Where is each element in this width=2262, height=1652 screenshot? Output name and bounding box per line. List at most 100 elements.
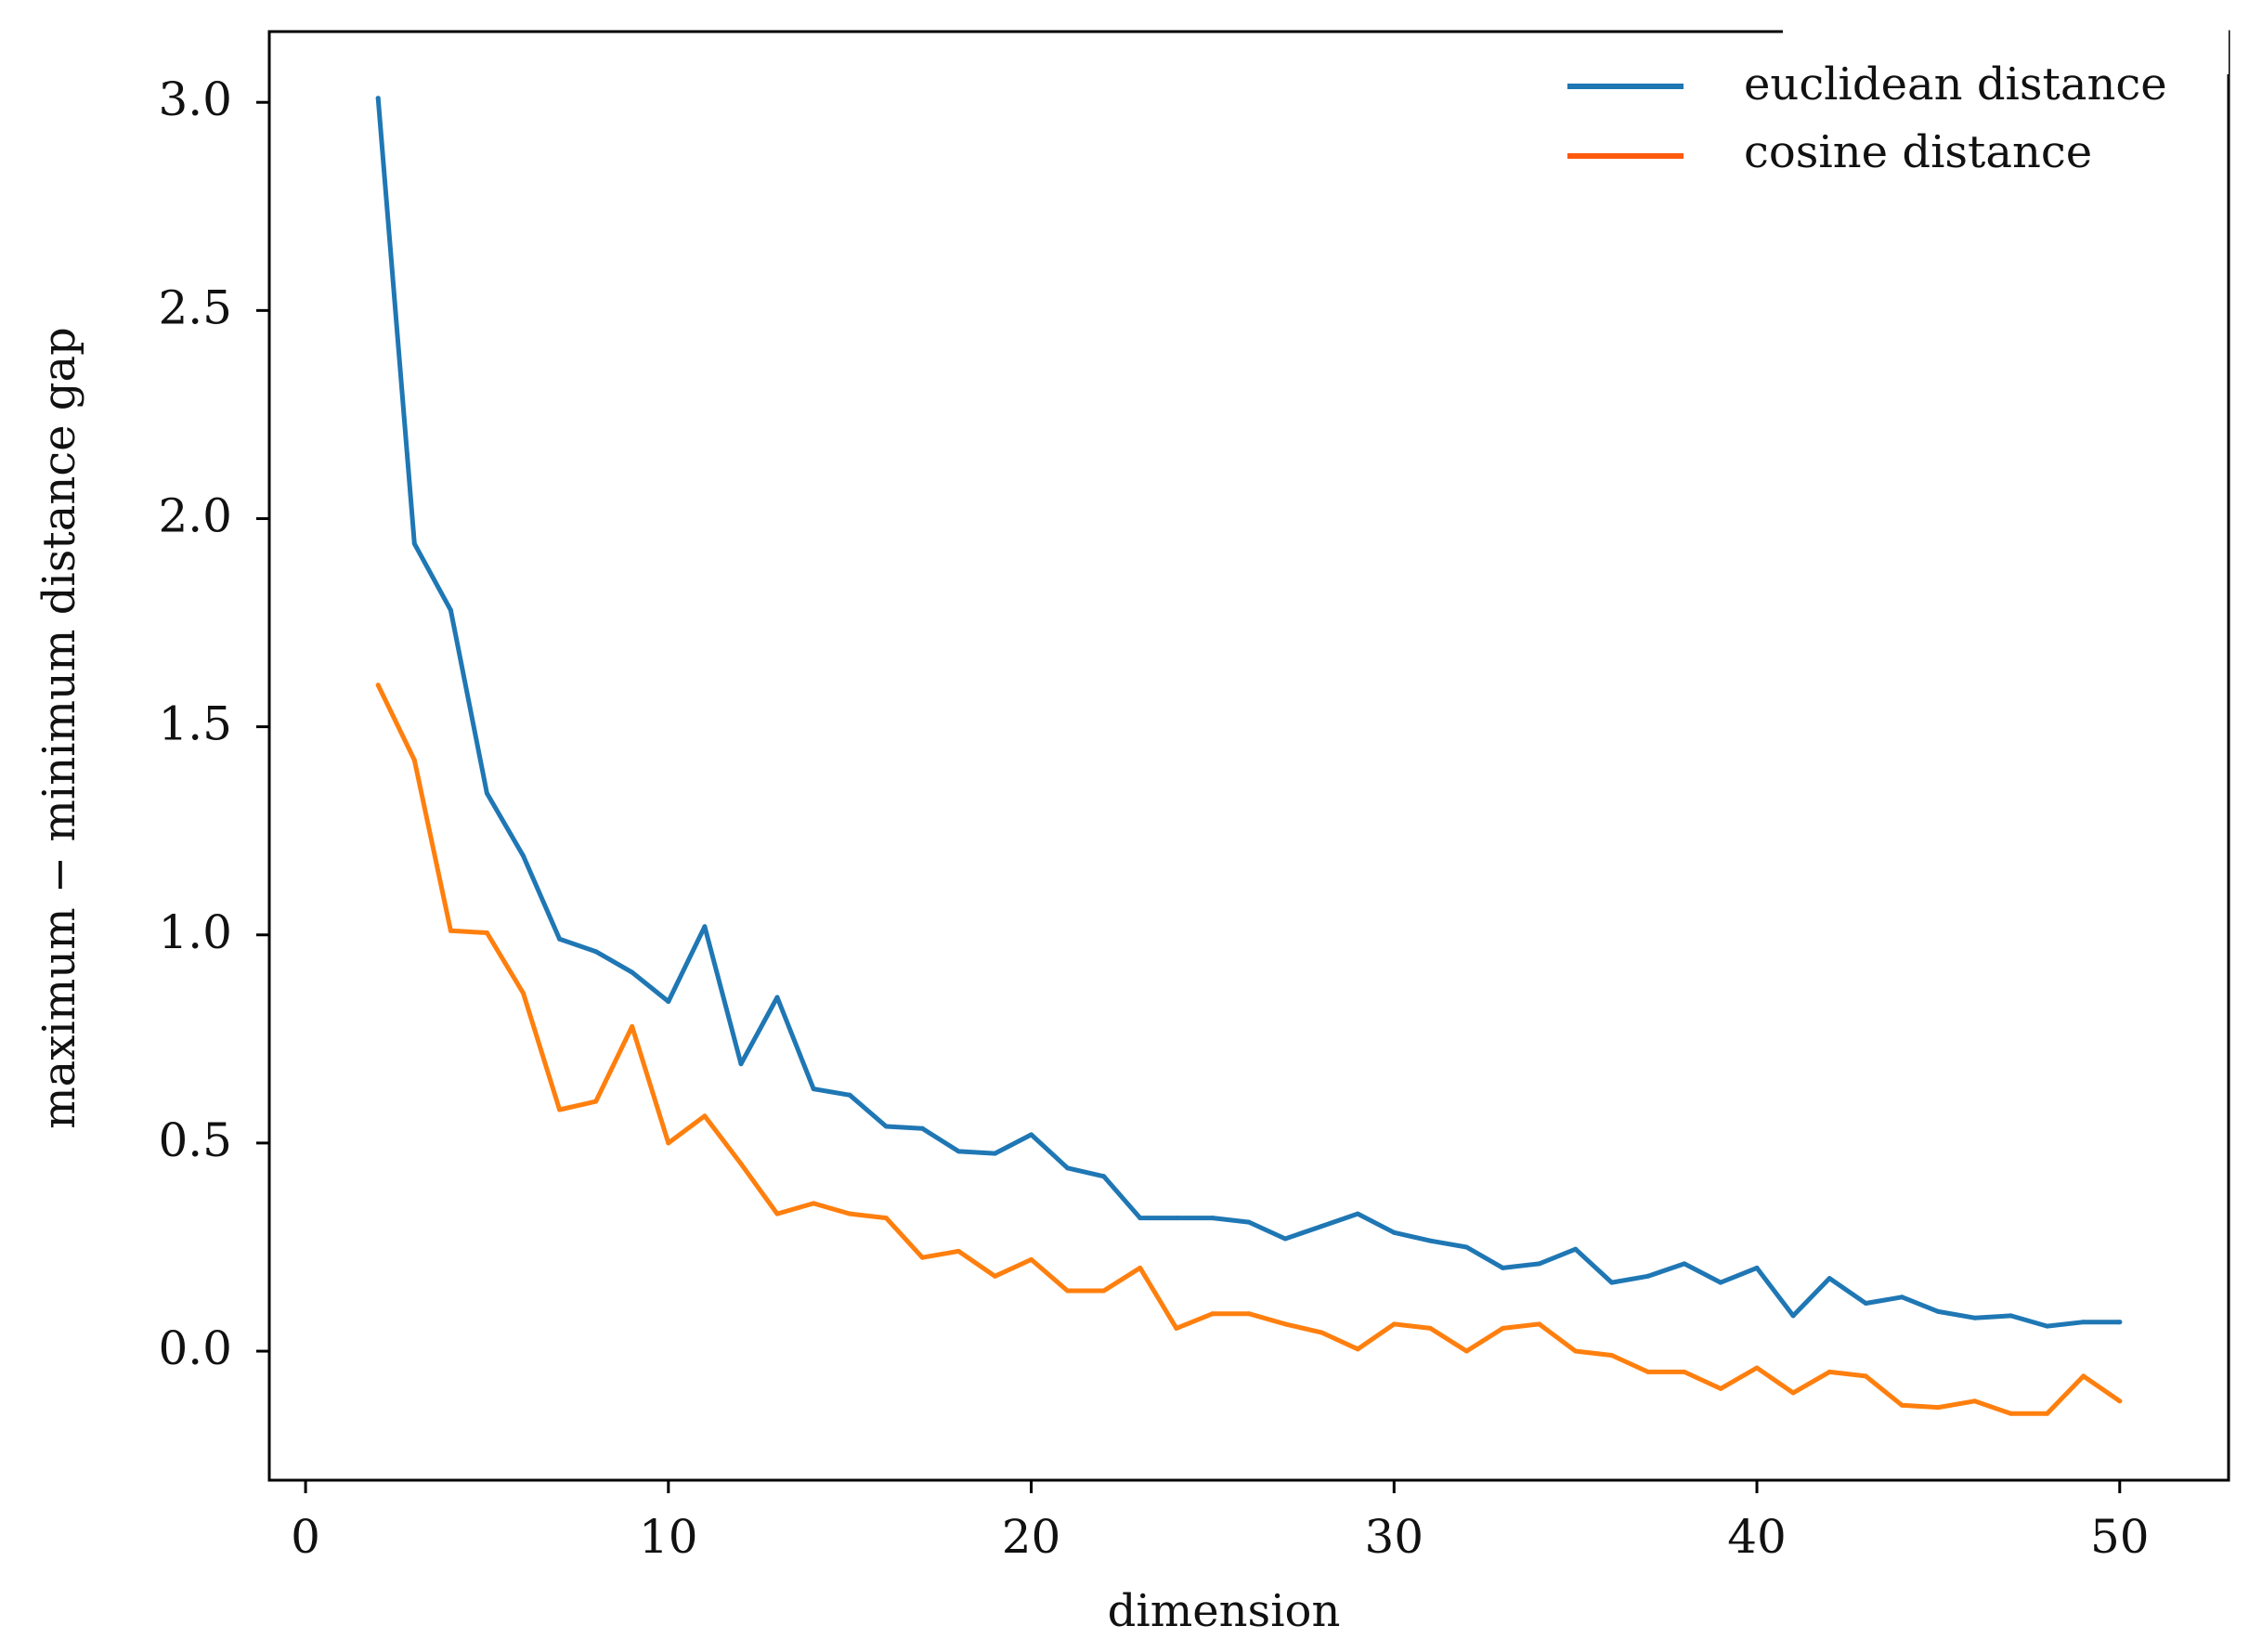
data-point-euclidean	[557, 936, 563, 942]
data-point-euclidean	[738, 1061, 744, 1067]
data-point-cosine	[630, 1023, 635, 1029]
data-point-cosine	[1682, 1369, 1687, 1374]
data-point-cosine	[666, 1140, 671, 1146]
data-point-cosine	[1463, 1348, 1469, 1354]
data-point-euclidean	[919, 1125, 925, 1131]
data-point-cosine	[1501, 1325, 1505, 1331]
data-point-euclidean	[847, 1092, 852, 1098]
series-line-cosine	[375, 683, 2123, 1416]
data-point-euclidean	[2117, 1320, 2123, 1325]
data-point-cosine	[1573, 1348, 1579, 1354]
legend-label-euclidean: euclidean distance	[1744, 59, 2167, 111]
data-point-cosine	[1537, 1321, 1542, 1327]
data-point-euclidean	[1463, 1244, 1469, 1250]
data-point-euclidean	[1355, 1211, 1360, 1216]
data-point-euclidean	[1501, 1265, 1505, 1270]
x-axis-ticks: 0 10 20 30 40 50	[291, 1480, 2150, 1564]
data-point-euclidean	[993, 1151, 997, 1156]
data-point-cosine	[411, 758, 417, 762]
data-point-cosine	[847, 1211, 852, 1216]
data-point-euclidean	[1609, 1280, 1615, 1285]
data-point-euclidean	[521, 853, 526, 859]
data-point-euclidean	[1210, 1216, 1216, 1221]
data-point-cosine	[593, 1099, 599, 1104]
data-point-euclidean	[1899, 1294, 1904, 1300]
data-point-euclidean	[375, 96, 381, 101]
legend: euclidean distance cosine distance	[1567, 59, 2167, 178]
y-axis-ticks: 0.0 0.5 1.0 1.5 2.0 2.5 3.0	[158, 72, 269, 1375]
y-axis-label: maximum − minimum distance gap	[33, 327, 85, 1129]
data-point-cosine	[1029, 1256, 1034, 1262]
data-point-euclidean	[1790, 1313, 1796, 1319]
data-point-euclidean	[702, 924, 708, 930]
data-point-euclidean	[593, 949, 599, 955]
data-point-cosine	[2008, 1411, 2014, 1416]
data-point-cosine	[811, 1201, 816, 1206]
data-point-cosine	[1101, 1288, 1107, 1294]
data-point-cosine	[1899, 1402, 1904, 1408]
series-layer	[375, 96, 2123, 1416]
data-point-euclidean	[1246, 1219, 1252, 1225]
data-point-euclidean	[1029, 1132, 1034, 1138]
data-point-euclidean	[1682, 1261, 1687, 1267]
data-point-cosine	[738, 1161, 744, 1166]
data-point-cosine	[2117, 1398, 2123, 1404]
data-point-cosine	[2081, 1373, 2086, 1379]
data-point-euclidean	[1935, 1308, 1941, 1314]
data-point-cosine	[883, 1216, 889, 1221]
data-point-euclidean	[1138, 1216, 1143, 1221]
data-point-cosine	[1427, 1325, 1433, 1331]
x-tick-label: 40	[1727, 1510, 1787, 1564]
data-point-euclidean	[883, 1124, 889, 1129]
data-point-cosine	[1609, 1353, 1615, 1358]
data-point-cosine	[919, 1255, 925, 1260]
data-point-cosine	[2045, 1411, 2050, 1416]
data-point-cosine	[521, 991, 526, 995]
data-point-euclidean	[2045, 1323, 2050, 1329]
data-point-euclidean	[774, 995, 780, 1000]
data-point-cosine	[1065, 1288, 1071, 1294]
data-point-euclidean	[1427, 1238, 1433, 1243]
data-point-cosine	[1935, 1405, 1941, 1411]
data-point-euclidean	[1863, 1301, 1868, 1306]
series-line-euclidean	[375, 96, 2123, 1329]
data-point-cosine	[484, 930, 489, 935]
data-point-euclidean	[484, 790, 489, 796]
data-point-cosine	[1246, 1311, 1252, 1317]
data-point-euclidean	[1319, 1224, 1324, 1229]
data-point-euclidean	[411, 540, 417, 546]
data-point-euclidean	[1537, 1261, 1542, 1267]
data-point-euclidean	[1174, 1216, 1179, 1221]
data-point-euclidean	[956, 1149, 961, 1154]
data-point-euclidean	[1826, 1276, 1832, 1281]
y-tick-label: 1.0	[158, 905, 232, 959]
data-point-euclidean	[1573, 1246, 1579, 1252]
legend-box-background	[1783, 19, 2229, 74]
y-tick-label: 3.0	[158, 72, 232, 126]
data-point-cosine	[1972, 1398, 1977, 1404]
x-tick-label: 0	[291, 1510, 320, 1564]
data-point-euclidean	[448, 607, 453, 613]
data-point-euclidean	[1972, 1315, 1977, 1320]
data-point-euclidean	[1718, 1280, 1723, 1285]
y-tick-label: 1.5	[158, 697, 232, 751]
y-tick-label: 0.5	[158, 1113, 232, 1167]
data-point-cosine	[1282, 1321, 1288, 1327]
x-tick-label: 50	[2090, 1510, 2150, 1564]
data-point-euclidean	[811, 1086, 816, 1092]
data-point-cosine	[1754, 1365, 1760, 1371]
data-point-euclidean	[1754, 1265, 1760, 1270]
data-point-cosine	[1138, 1265, 1143, 1270]
data-point-euclidean	[666, 999, 671, 1004]
data-point-cosine	[1355, 1346, 1360, 1352]
data-point-cosine	[1319, 1330, 1324, 1335]
data-point-cosine	[375, 683, 381, 688]
x-tick-label: 10	[639, 1510, 698, 1564]
data-point-euclidean	[2081, 1320, 2086, 1325]
legend-label-cosine: cosine distance	[1744, 126, 2092, 178]
data-point-cosine	[956, 1248, 961, 1254]
data-point-cosine	[557, 1107, 563, 1112]
data-point-cosine	[1391, 1321, 1397, 1327]
plot-frame	[267, 30, 2230, 1482]
